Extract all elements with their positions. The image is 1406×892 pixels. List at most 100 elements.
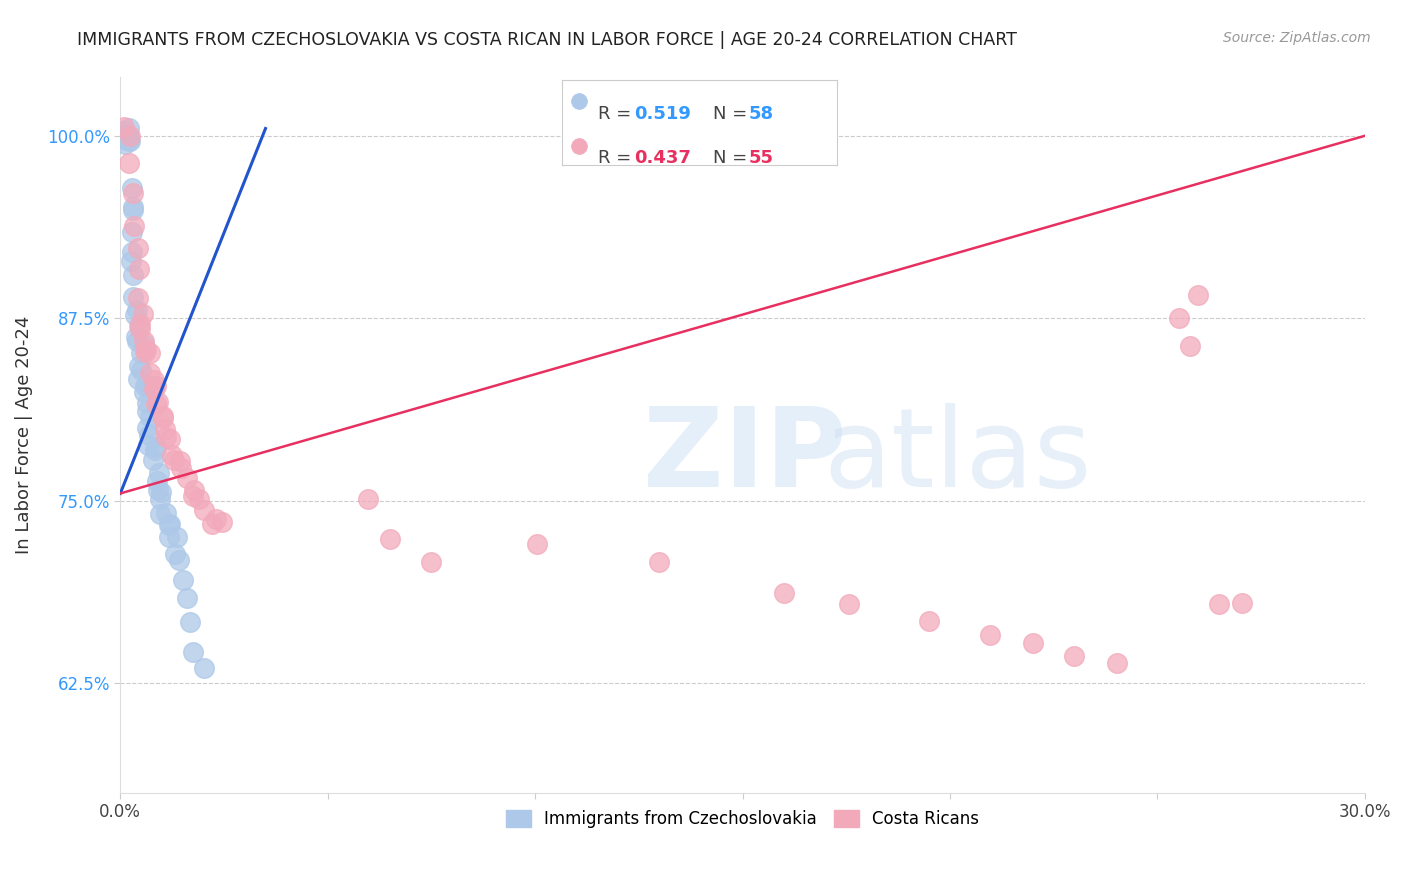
Point xyxy=(145,440,167,454)
Point xyxy=(526,537,548,551)
Point xyxy=(118,133,141,147)
Point xyxy=(201,516,224,531)
Point xyxy=(124,219,146,233)
Point xyxy=(132,307,155,321)
Text: N =: N = xyxy=(713,149,754,167)
Text: R =: R = xyxy=(598,105,637,123)
Point xyxy=(132,336,155,351)
Text: atlas: atlas xyxy=(824,403,1092,510)
Point xyxy=(138,428,160,442)
Point xyxy=(648,555,671,569)
Point xyxy=(118,129,141,144)
Point xyxy=(112,123,135,137)
Point xyxy=(155,430,177,444)
Point xyxy=(135,378,157,392)
Point xyxy=(117,130,139,145)
Point xyxy=(205,512,228,526)
Point xyxy=(772,586,794,600)
Point xyxy=(128,317,150,331)
Point xyxy=(127,241,149,255)
Point xyxy=(132,334,155,348)
Point xyxy=(122,290,145,304)
Point xyxy=(128,262,150,277)
Point xyxy=(152,409,174,424)
Point xyxy=(114,130,136,145)
Text: IMMIGRANTS FROM CZECHOSLOVAKIA VS COSTA RICAN IN LABOR FORCE | AGE 20-24 CORRELA: IMMIGRANTS FROM CZECHOSLOVAKIA VS COSTA … xyxy=(77,31,1017,49)
Point xyxy=(357,491,380,506)
Point xyxy=(1063,648,1085,663)
Point xyxy=(124,308,146,322)
Point xyxy=(176,471,198,485)
Text: Source: ZipAtlas.com: Source: ZipAtlas.com xyxy=(1223,31,1371,45)
Text: 0.437: 0.437 xyxy=(634,149,690,167)
Point xyxy=(166,530,188,544)
Point xyxy=(143,382,166,396)
Text: 55: 55 xyxy=(749,149,773,167)
Point xyxy=(157,518,180,533)
Point xyxy=(117,129,139,144)
Point xyxy=(139,410,162,425)
Point xyxy=(125,330,148,344)
Point xyxy=(176,591,198,606)
Point xyxy=(127,372,149,386)
Point xyxy=(153,422,176,436)
Point xyxy=(169,461,191,475)
Point xyxy=(172,573,194,587)
Point xyxy=(149,484,172,499)
Point xyxy=(122,202,145,217)
Point xyxy=(114,137,136,152)
Point xyxy=(121,181,143,195)
Point xyxy=(1167,310,1189,325)
Point xyxy=(211,515,233,529)
Point xyxy=(135,421,157,435)
Point xyxy=(142,373,165,387)
Point xyxy=(193,661,215,675)
Point xyxy=(136,403,159,417)
Point xyxy=(979,628,1001,642)
Point xyxy=(160,448,183,462)
Point xyxy=(918,615,941,629)
Point xyxy=(134,345,156,359)
Point xyxy=(1105,656,1128,670)
Point xyxy=(134,378,156,392)
Point xyxy=(159,529,181,543)
Point xyxy=(128,359,150,373)
Point xyxy=(134,384,156,399)
Point xyxy=(1230,596,1253,610)
Point xyxy=(568,139,591,153)
Point xyxy=(122,268,145,283)
Point xyxy=(155,506,177,520)
Point xyxy=(121,225,143,239)
Point xyxy=(139,346,162,360)
Point xyxy=(127,291,149,305)
Text: R =: R = xyxy=(598,149,637,167)
Point xyxy=(122,186,145,200)
Text: 58: 58 xyxy=(749,105,773,123)
Point xyxy=(420,555,443,569)
Point xyxy=(138,367,160,381)
Point xyxy=(129,346,152,360)
Point xyxy=(159,432,181,446)
Point xyxy=(128,319,150,334)
Point xyxy=(145,397,167,411)
Point xyxy=(135,342,157,356)
Point xyxy=(115,129,138,144)
Point xyxy=(135,396,157,410)
Text: N =: N = xyxy=(713,105,754,123)
Point xyxy=(127,302,149,317)
Point xyxy=(117,121,139,136)
Legend: Immigrants from Czechoslovakia, Costa Ricans: Immigrants from Czechoslovakia, Costa Ri… xyxy=(499,803,986,834)
Point xyxy=(169,454,191,468)
Point xyxy=(179,615,201,630)
Point xyxy=(148,508,170,522)
Point xyxy=(148,466,170,480)
Point xyxy=(378,532,401,546)
Point xyxy=(143,442,166,457)
Point xyxy=(152,411,174,425)
Point xyxy=(120,253,142,268)
Point xyxy=(1022,636,1045,650)
Point xyxy=(117,155,139,169)
Point xyxy=(136,438,159,452)
Point xyxy=(1208,597,1230,611)
Point xyxy=(159,516,181,531)
